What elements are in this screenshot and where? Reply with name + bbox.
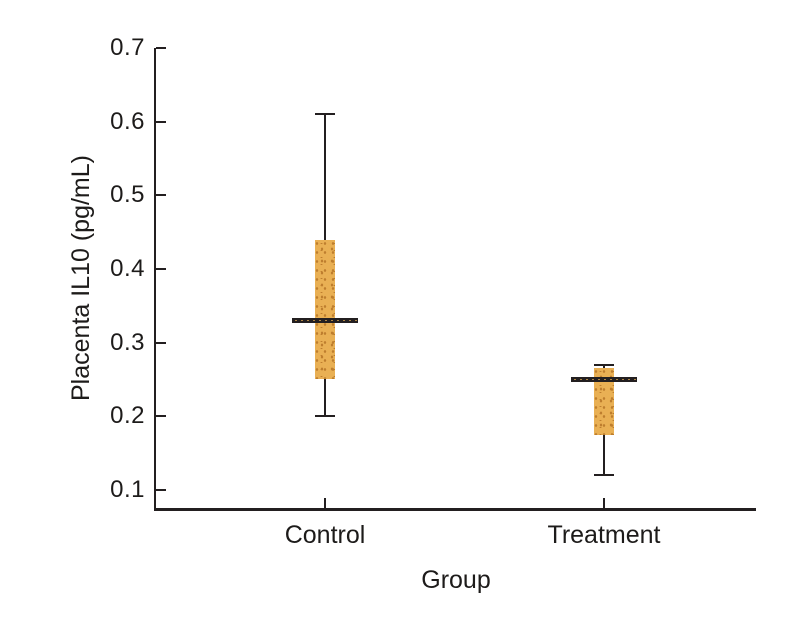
y-axis-tick: [156, 120, 166, 123]
whisker-cap-high: [594, 363, 614, 366]
x-axis-line: [154, 508, 756, 511]
y-tick-label: 0.1: [110, 476, 145, 503]
box-control: [315, 239, 335, 380]
x-axis-tick: [324, 498, 326, 508]
y-tick-label: 0.6: [110, 107, 145, 135]
y-axis-tick: [156, 415, 166, 418]
y-tick-label: 0.7: [110, 34, 145, 61]
y-tick-label: 0.4: [110, 255, 145, 282]
y-axis-tick: [156, 47, 166, 49]
whisker-cap-low: [594, 474, 614, 477]
x-tick-label: Control: [284, 521, 366, 549]
median-line: [571, 376, 637, 382]
y-tick-label: 0.3: [110, 328, 145, 356]
whisker-cap-high: [315, 113, 335, 116]
y-tick-label: 0.5: [110, 181, 145, 209]
y-axis-tick: [156, 341, 166, 344]
median-line: [292, 317, 358, 323]
y-axis-tick: [156, 194, 166, 197]
y-axis-line: [154, 48, 156, 511]
box-treatment: [594, 368, 614, 435]
y-axis-tick: [156, 268, 166, 270]
y-tick-label: 0.2: [110, 402, 145, 430]
x-axis-tick: [603, 498, 605, 508]
x-tick-label: Treatment: [547, 521, 661, 549]
y-axis-tick: [156, 489, 166, 491]
whisker-cap-low: [315, 415, 335, 418]
x-axis-title: Group: [421, 566, 491, 594]
